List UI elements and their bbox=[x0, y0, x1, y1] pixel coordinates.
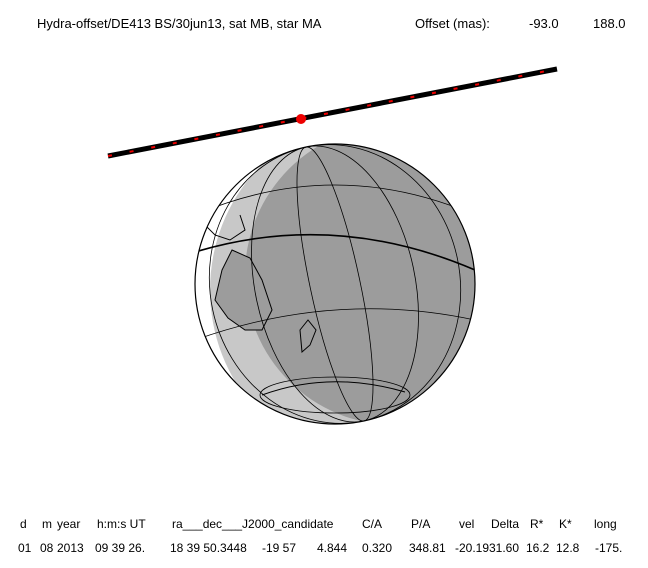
offset-y: 188.0 bbox=[593, 16, 626, 31]
column-value: 4.844 bbox=[317, 541, 347, 555]
column-value: 2013 bbox=[57, 541, 84, 555]
column-value: 12.8 bbox=[556, 541, 580, 555]
column-value: -19 57 bbox=[262, 541, 296, 555]
column-header: K* bbox=[559, 517, 572, 531]
footer-values: 01 08 2013 09 39 26. 18 39 50.3448 -19 57 4.84… bbox=[18, 541, 622, 555]
column-value: 31.60 bbox=[489, 541, 519, 555]
column-header: ra___dec___J2000_candidate bbox=[172, 517, 334, 531]
footer-columns: d m year h:m:s UT ra___dec___J2000_candidate… bbox=[20, 517, 617, 531]
column-header: vel bbox=[459, 517, 474, 531]
column-value: 16.2 bbox=[526, 541, 550, 555]
column-value: 08 bbox=[40, 541, 54, 555]
shadow-track bbox=[107, 66, 558, 159]
column-header: Delta bbox=[491, 517, 519, 531]
column-header: h:m:s UT bbox=[97, 517, 146, 531]
column-header: long bbox=[594, 517, 617, 531]
title: Hydra-offset/DE413 BS/30jun13, sat MB, s… bbox=[37, 16, 322, 31]
column-value: 348.81 bbox=[409, 541, 446, 555]
column-value: -20.19 bbox=[455, 541, 489, 555]
globe bbox=[194, 143, 476, 425]
offset-x: -93.0 bbox=[529, 16, 559, 31]
column-value: 0.320 bbox=[362, 541, 392, 555]
column-header: P/A bbox=[411, 517, 430, 531]
column-header: d bbox=[20, 517, 27, 531]
column-header: C/A bbox=[362, 517, 382, 531]
column-value: 01 bbox=[18, 541, 32, 555]
offset-label: Offset (mas): bbox=[415, 16, 490, 31]
column-value: -175. bbox=[595, 541, 622, 555]
column-value: 09 39 26. bbox=[95, 541, 145, 555]
column-header: R* bbox=[530, 517, 544, 531]
column-value: 18 39 50.3448 bbox=[170, 541, 247, 555]
column-header: year bbox=[57, 517, 80, 531]
column-header: m bbox=[42, 517, 52, 531]
